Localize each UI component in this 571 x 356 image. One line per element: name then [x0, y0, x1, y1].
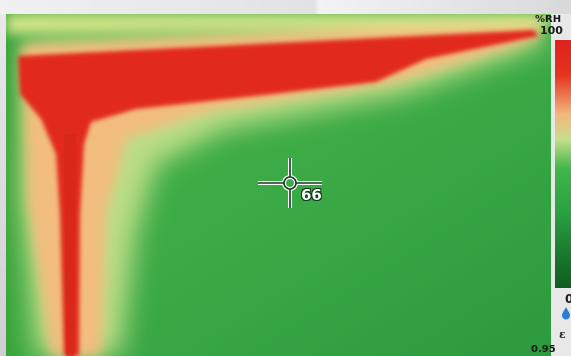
crosshair-icon	[258, 158, 322, 208]
color-scale-bar	[555, 40, 571, 288]
top-bezel	[0, 0, 571, 14]
emissivity-symbol: ε	[559, 328, 566, 341]
emissivity-value: 0.95	[531, 344, 556, 355]
scale-min-label: 0	[565, 292, 571, 306]
spot-readout: 66	[301, 186, 322, 204]
water-drop-icon	[562, 307, 570, 320]
scale-max-label: 100	[540, 24, 563, 37]
humidity-heatmap	[6, 14, 551, 356]
scale-unit-label: %RH	[535, 14, 562, 25]
